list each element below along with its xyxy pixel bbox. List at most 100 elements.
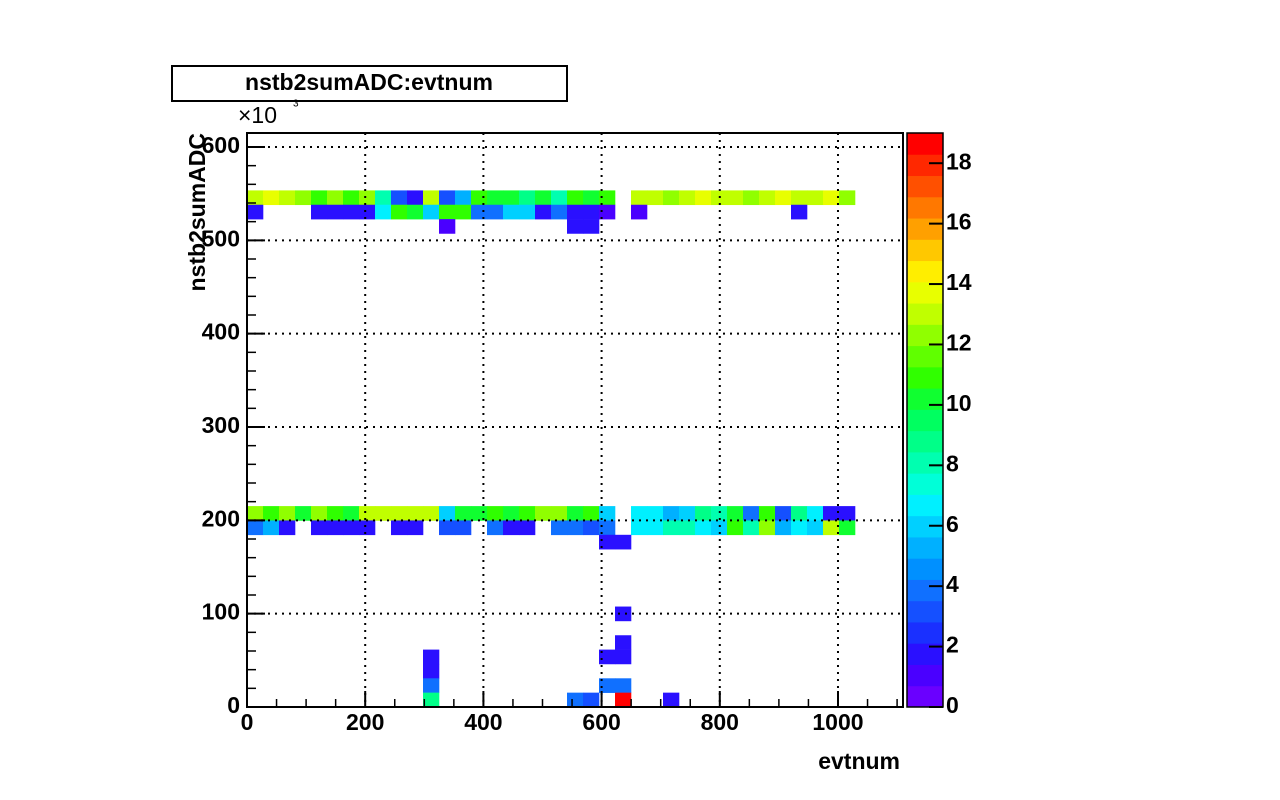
heatmap-cell [775,506,792,521]
palette-box [907,133,943,155]
heatmap-cell [647,190,664,206]
heatmap-cell [391,190,408,206]
y-tick-label: 400 [202,319,240,345]
heatmap-cell [439,506,456,521]
heatmap-cell [295,506,312,521]
heatmap-cell [263,190,280,206]
heatmap-cell [807,506,824,521]
heatmap-cell [423,506,440,521]
heatmap-cell [743,506,760,521]
heatmap-cell [551,204,568,220]
heatmap-cell [823,190,840,206]
heatmap-cell [599,534,616,550]
heatmap-cell [599,204,616,220]
heatmap-cell [423,692,440,708]
heatmap-cell [615,635,632,650]
palette-border [906,132,944,708]
heatmap-cell [503,506,520,521]
heatmap-cell [423,190,440,206]
heatmap-cell [839,520,856,536]
heatmap-cell [583,219,600,234]
heatmap-cell [423,678,440,693]
heatmap-cell [583,190,600,206]
heatmap-cell [455,506,472,521]
heatmap-cell [471,190,488,206]
chart-title: nstb2sumADC:evtnum [245,69,493,95]
heatmap-cell [407,204,424,220]
heatmap-cell [423,649,440,665]
x-tick-label: 1000 [812,709,863,735]
heatmap-cell [823,506,840,521]
heatmap-cell [343,520,360,536]
heatmap-cell [503,190,520,206]
heatmap-cell [695,190,712,206]
heatmap-cell [343,190,360,206]
palette-box [907,388,943,410]
z-tick-label: 18 [946,148,972,174]
heatmap-cell [631,190,648,206]
palette-box [907,218,943,240]
palette-box [907,303,943,325]
heatmap-cell [727,520,744,536]
heatmap-cell [487,506,504,521]
heatmap-cell [647,520,664,536]
heatmap-cell [407,506,424,521]
z-tick-label: 16 [946,209,972,235]
palette-box [907,324,943,347]
heatmap-cell [343,204,360,220]
heatmap-cell [263,506,280,521]
z-tick-label: 6 [946,511,959,537]
heatmap-cell [631,204,648,220]
heatmap-cell [583,520,600,536]
heatmap-cell [663,190,680,206]
heatmap-cell [791,204,808,220]
heatmap-cell [631,506,648,521]
heatmap-cell [247,520,264,536]
heatmap-cell [519,204,536,220]
heatmap-cell [439,219,456,234]
z-tick-label: 8 [946,450,959,476]
heatmap-cell [663,506,680,521]
heatmap-cell [535,506,552,521]
heatmap-cell [263,520,280,536]
heatmap-cell [439,520,456,536]
heatmap-cell [439,204,456,220]
palette-box [907,643,943,665]
heatmap-cell [839,506,856,521]
heatmap-cell [375,204,392,220]
heatmap-cell [791,520,808,536]
palette-box [907,558,943,580]
heatmap-cell [759,190,776,206]
palette-box [907,473,943,495]
heatmap-cell [311,506,328,521]
heatmap-cell [311,520,328,536]
heatmap-cell [327,506,344,521]
palette-box [907,685,943,708]
palette-box [907,154,943,177]
heatmap-cell [327,190,344,206]
heatmap-cell [743,190,760,206]
palette-box [907,239,943,262]
heatmap-cell [471,204,488,220]
heatmap-cell [599,520,616,536]
heatmap-cell [247,204,264,220]
heatmap-cell [615,692,632,708]
heatmap-cell [455,190,472,206]
heatmap-cell [311,204,328,220]
heatmap-cell [615,649,632,665]
heatmap-cell [775,520,792,536]
heatmap-cell [279,520,296,536]
heatmap-cell [615,606,632,622]
heatmap-cell [599,506,616,521]
heatmap-cell [247,506,264,521]
heatmap-cell [759,520,776,536]
heatmap-cell [359,190,376,206]
heatmap-cell [327,204,344,220]
heatmap-cell [567,692,584,708]
heatmap-cell [599,678,616,693]
y-multiplier: ×10 [238,102,277,128]
heatmap-cell [407,520,424,536]
heatmap-cell [503,520,520,536]
y-tick-label: 200 [202,505,240,531]
heatmap-cell [423,663,440,679]
